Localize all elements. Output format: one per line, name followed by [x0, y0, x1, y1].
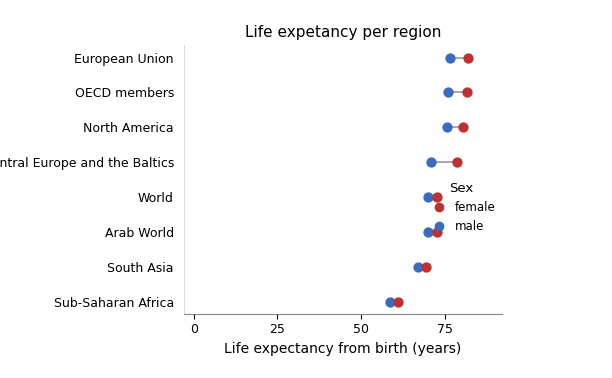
Point — [424, 229, 433, 235]
Point — [424, 194, 433, 200]
Title: Life expetancy per region: Life expetancy per region — [245, 25, 441, 40]
Legend: female, male: female, male — [427, 182, 496, 233]
Point — [431, 194, 441, 200]
Point — [431, 229, 441, 235]
X-axis label: Life expectancy from birth (years): Life expectancy from birth (years) — [224, 342, 461, 356]
Point — [427, 159, 436, 165]
Point — [462, 89, 472, 95]
Point — [452, 159, 461, 165]
Point — [442, 124, 452, 130]
Point — [413, 264, 423, 270]
Point — [385, 299, 395, 305]
Point — [445, 54, 455, 60]
Point — [463, 54, 473, 60]
Point — [458, 124, 468, 130]
Point — [443, 89, 453, 95]
Point — [393, 299, 403, 305]
Point — [422, 264, 431, 270]
